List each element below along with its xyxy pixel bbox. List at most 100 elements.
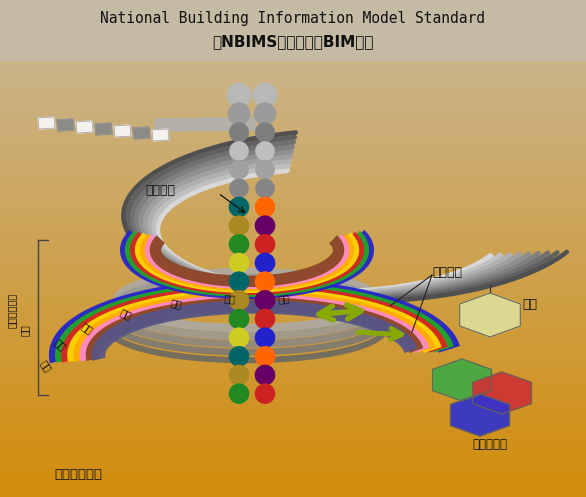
Bar — [0, 385, 586, 388]
Bar — [0, 109, 586, 112]
Bar — [0, 164, 586, 166]
Bar — [0, 313, 586, 316]
Point — [260, 184, 270, 192]
Bar — [0, 273, 586, 276]
Bar — [0, 75, 586, 77]
Bar — [0, 42, 586, 45]
Point — [234, 110, 244, 118]
Bar — [0, 162, 586, 164]
Bar — [0, 276, 586, 278]
Bar — [0, 278, 586, 281]
Bar — [0, 132, 586, 134]
Bar — [0, 122, 586, 124]
Polygon shape — [57, 119, 74, 131]
Bar — [0, 234, 586, 236]
Bar — [0, 413, 586, 415]
Bar — [0, 318, 586, 321]
Bar — [0, 383, 586, 385]
Bar — [0, 211, 586, 214]
Text: 规划: 规划 — [53, 337, 68, 352]
Bar — [0, 375, 586, 378]
Bar — [0, 112, 586, 114]
Bar — [0, 400, 586, 403]
Point — [234, 147, 244, 155]
Bar — [0, 199, 586, 201]
Bar — [0, 298, 586, 301]
Bar — [0, 60, 586, 62]
Polygon shape — [76, 121, 93, 133]
Bar — [0, 403, 586, 405]
Bar — [0, 166, 586, 169]
Point — [260, 203, 270, 211]
Bar — [0, 427, 586, 430]
Bar — [0, 147, 586, 149]
Polygon shape — [459, 293, 520, 337]
Bar — [0, 328, 586, 331]
Bar — [0, 345, 586, 348]
Bar — [0, 440, 586, 442]
Bar — [0, 82, 586, 84]
Bar — [0, 425, 586, 427]
Bar — [0, 283, 586, 286]
Bar — [0, 248, 586, 251]
Bar — [0, 231, 586, 234]
Bar — [0, 447, 586, 450]
Point — [234, 128, 244, 136]
Bar — [0, 435, 586, 437]
Bar — [0, 477, 586, 480]
Bar — [0, 470, 586, 472]
Bar — [0, 50, 586, 52]
Polygon shape — [152, 129, 169, 141]
Bar — [0, 239, 586, 241]
Bar — [0, 266, 586, 268]
Polygon shape — [95, 123, 112, 135]
Bar — [0, 288, 586, 291]
Bar — [0, 348, 586, 350]
Polygon shape — [472, 372, 532, 414]
Bar — [0, 465, 586, 467]
Bar — [0, 360, 586, 363]
Bar — [0, 37, 586, 40]
Text: 信息中心: 信息中心 — [145, 183, 175, 196]
Bar — [0, 226, 586, 229]
Bar — [0, 445, 586, 447]
Point — [234, 371, 244, 379]
Bar — [0, 201, 586, 204]
Bar — [0, 214, 586, 216]
Point — [260, 241, 270, 248]
Bar — [0, 482, 586, 485]
Bar — [0, 40, 586, 42]
Bar — [0, 154, 586, 157]
Polygon shape — [451, 394, 509, 436]
Bar — [0, 209, 586, 211]
Bar — [0, 152, 586, 154]
Bar — [0, 368, 586, 370]
Point — [234, 241, 244, 248]
Bar — [0, 326, 586, 328]
Bar — [0, 452, 586, 455]
Bar — [0, 206, 586, 209]
Bar — [0, 472, 586, 475]
Bar — [0, 124, 586, 127]
Bar — [0, 236, 586, 239]
Bar — [0, 189, 586, 191]
Polygon shape — [432, 359, 492, 401]
Point — [234, 333, 244, 341]
Text: 生命周期阶段: 生命周期阶段 — [54, 469, 102, 482]
Point — [234, 222, 244, 230]
Bar — [0, 271, 586, 273]
Bar — [0, 296, 586, 298]
Bar — [0, 244, 586, 246]
Bar — [0, 32, 586, 35]
Bar — [0, 485, 586, 487]
Bar — [0, 263, 586, 266]
Bar — [0, 281, 586, 283]
Bar — [0, 480, 586, 482]
Bar — [0, 261, 586, 263]
Bar — [0, 308, 586, 311]
Bar — [0, 487, 586, 490]
Bar — [0, 99, 586, 102]
Point — [234, 166, 244, 173]
Text: 业主: 业主 — [523, 299, 537, 312]
Point — [260, 315, 270, 323]
